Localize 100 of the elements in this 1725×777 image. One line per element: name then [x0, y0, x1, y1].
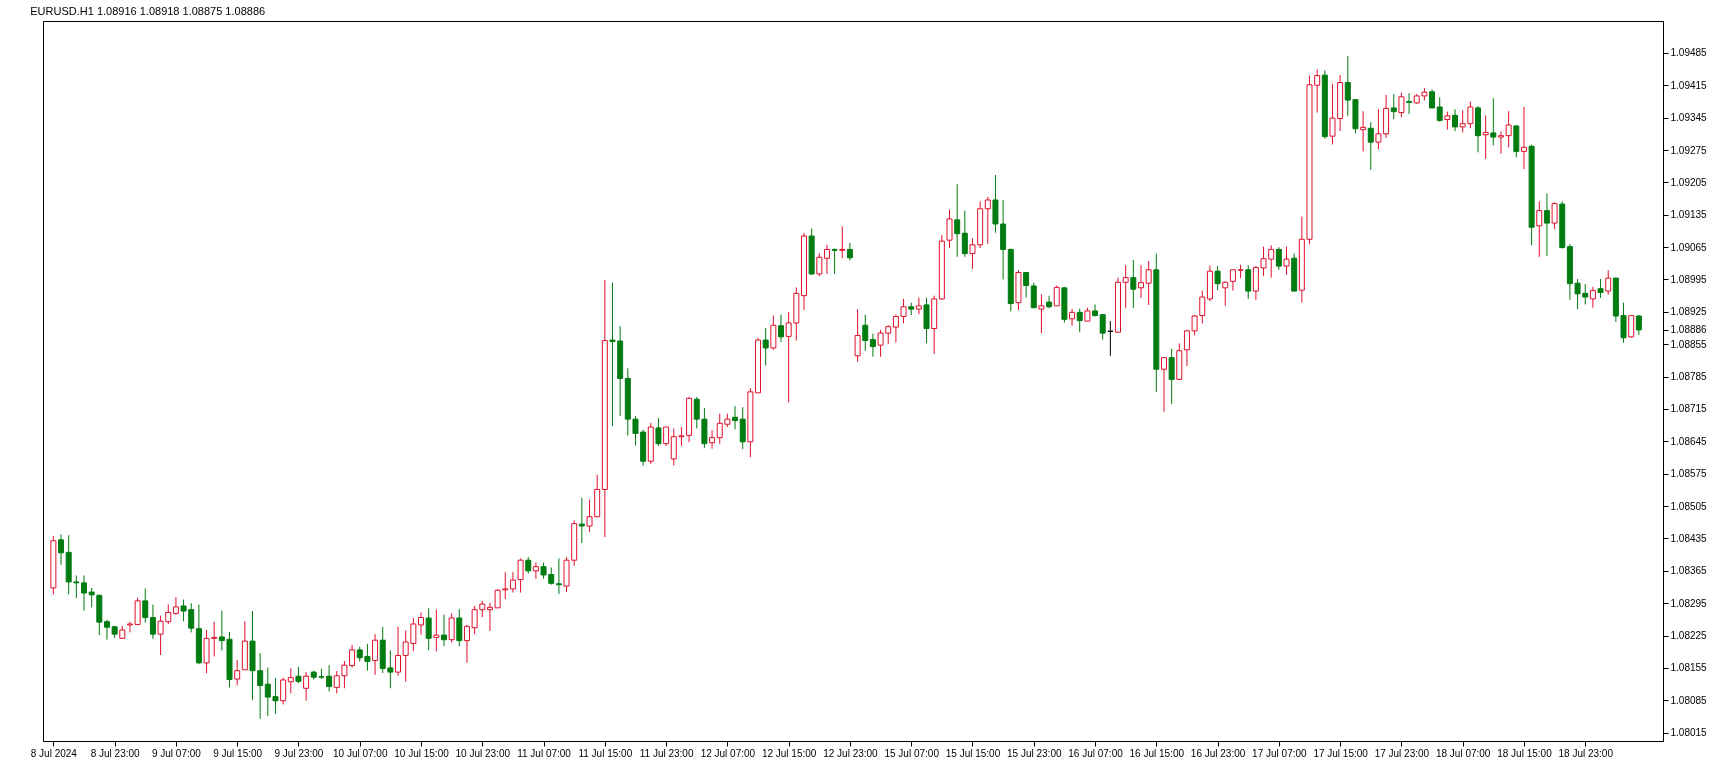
- y-tick-label: 1.08015: [1670, 727, 1708, 739]
- candlestick: [303, 671, 310, 702]
- y-tick-label: 1.08886: [1670, 324, 1708, 336]
- x-tick-label: 15 Jul 15:00: [945, 747, 1001, 759]
- x-tick-label: 9 Jul 23:00: [274, 747, 324, 759]
- x-tick-label: 10 Jul 23:00: [455, 747, 511, 759]
- candlestick: [762, 327, 769, 367]
- x-tick-label: 16 Jul 15:00: [1129, 747, 1185, 759]
- candlestick: [663, 426, 670, 447]
- candlestick: [1130, 259, 1137, 309]
- candlestick: [1452, 108, 1459, 132]
- candlestick: [869, 333, 876, 358]
- x-tick-label: 15 Jul 23:00: [1007, 747, 1062, 759]
- candlestick: [839, 225, 846, 259]
- candlestick: [532, 562, 539, 580]
- candlestick: [823, 244, 830, 275]
- x-tick-label: 16 Jul 07:00: [1068, 747, 1124, 759]
- candlestick: [395, 626, 402, 677]
- candlestick: [1030, 282, 1037, 309]
- candlestick: [923, 297, 930, 344]
- x-tick-label: 12 Jul 15:00: [761, 747, 817, 759]
- x-tick-label: 16 Jul 23:00: [1190, 747, 1246, 759]
- candlestick: [1069, 308, 1076, 327]
- candlestick: [1099, 313, 1106, 341]
- candlestick: [1038, 293, 1045, 334]
- candlestick: [739, 406, 746, 450]
- candlestick: [1360, 110, 1367, 152]
- candlestick: [1245, 264, 1252, 300]
- x-tick-label: 17 Jul 15:00: [1313, 747, 1369, 759]
- x-tick-label: 9 Jul 15:00: [213, 747, 263, 759]
- candlestick: [1589, 286, 1596, 309]
- candlestick: [1092, 303, 1099, 317]
- candlestick: [1168, 348, 1175, 405]
- x-tick-label: 15 Jul 07:00: [884, 747, 940, 759]
- candlestick: [831, 248, 838, 275]
- candlestick: [984, 196, 991, 245]
- candlestick: [1046, 295, 1053, 309]
- y-tick-label: 1.09345: [1670, 112, 1708, 124]
- x-tick-label: 9 Jul 07:00: [151, 747, 202, 759]
- candlestick: [1543, 192, 1550, 257]
- x-tick-label: 12 Jul 07:00: [700, 747, 756, 759]
- candlestick: [81, 574, 87, 612]
- candlestick: [555, 557, 562, 595]
- y-tick-label: 1.08575: [1670, 468, 1708, 480]
- y-tick-label: 1.08785: [1670, 371, 1708, 383]
- candlestick: [770, 315, 777, 351]
- candlestick: [372, 633, 379, 676]
- y-tick-label: 1.09485: [1670, 47, 1708, 59]
- y-tick-label: 1.09205: [1670, 176, 1708, 188]
- x-tick-label: 18 Jul 07:00: [1435, 747, 1491, 759]
- candlestick: [1635, 314, 1642, 336]
- y-tick-label: 1.08505: [1670, 500, 1708, 512]
- x-tick-label: 17 Jul 07:00: [1252, 747, 1308, 759]
- candlestick: [287, 667, 294, 694]
- candlestick: [961, 210, 968, 258]
- x-tick-label: 11 Jul 15:00: [578, 747, 633, 759]
- y-tick-label: 1.09415: [1670, 79, 1708, 91]
- candlestick: [1597, 278, 1604, 299]
- y-tick-label: 1.09065: [1670, 241, 1708, 253]
- candlestick: [1605, 269, 1612, 296]
- x-tick-label: 8 Jul 23:00: [90, 747, 141, 759]
- candlestick: [448, 612, 455, 643]
- candlestick: [1628, 314, 1635, 339]
- candlestick: [433, 609, 440, 652]
- candlestick: [915, 297, 922, 315]
- candlestick: [1145, 260, 1152, 306]
- x-tick-label: 11 Jul 23:00: [639, 747, 694, 759]
- candlestick: [1222, 280, 1229, 307]
- candlestick: [1367, 121, 1374, 171]
- candlestick: [502, 571, 509, 600]
- candlestick: [854, 308, 861, 363]
- candlestick: [1406, 92, 1413, 115]
- y-tick-label: 1.08085: [1670, 694, 1708, 706]
- candlestick: [1490, 97, 1497, 146]
- candlestick: [778, 314, 784, 343]
- candlestick: [142, 587, 149, 624]
- candlestick: [1053, 285, 1060, 307]
- candlestick: [846, 242, 853, 262]
- candlestick: [1390, 93, 1397, 120]
- candlestick: [1275, 246, 1282, 271]
- candlestick: [1536, 200, 1543, 258]
- y-tick-label: 1.08365: [1670, 565, 1708, 577]
- candlestick: [1283, 246, 1290, 276]
- candlestick: [456, 608, 463, 647]
- y-tick-label: 1.08855: [1670, 338, 1708, 350]
- y-tick-label: 1.08225: [1670, 630, 1708, 642]
- x-tick-label: 18 Jul 15:00: [1497, 747, 1553, 759]
- y-tick-label: 1.08295: [1670, 597, 1708, 609]
- y-tick-label: 1.08995: [1670, 274, 1708, 285]
- y-tick-label: 1.09135: [1670, 209, 1708, 221]
- x-tick-label: 10 Jul 15:00: [394, 747, 450, 759]
- candlestick: [1214, 265, 1221, 291]
- y-tick-label: 1.08715: [1670, 403, 1708, 415]
- candlestick: [58, 533, 65, 566]
- candlestick: [440, 614, 447, 647]
- candlestick: [954, 183, 961, 258]
- candlestick: [1551, 201, 1558, 230]
- candlestick: [1436, 96, 1443, 123]
- candlestick: [1429, 88, 1436, 109]
- candlestick: [578, 497, 585, 544]
